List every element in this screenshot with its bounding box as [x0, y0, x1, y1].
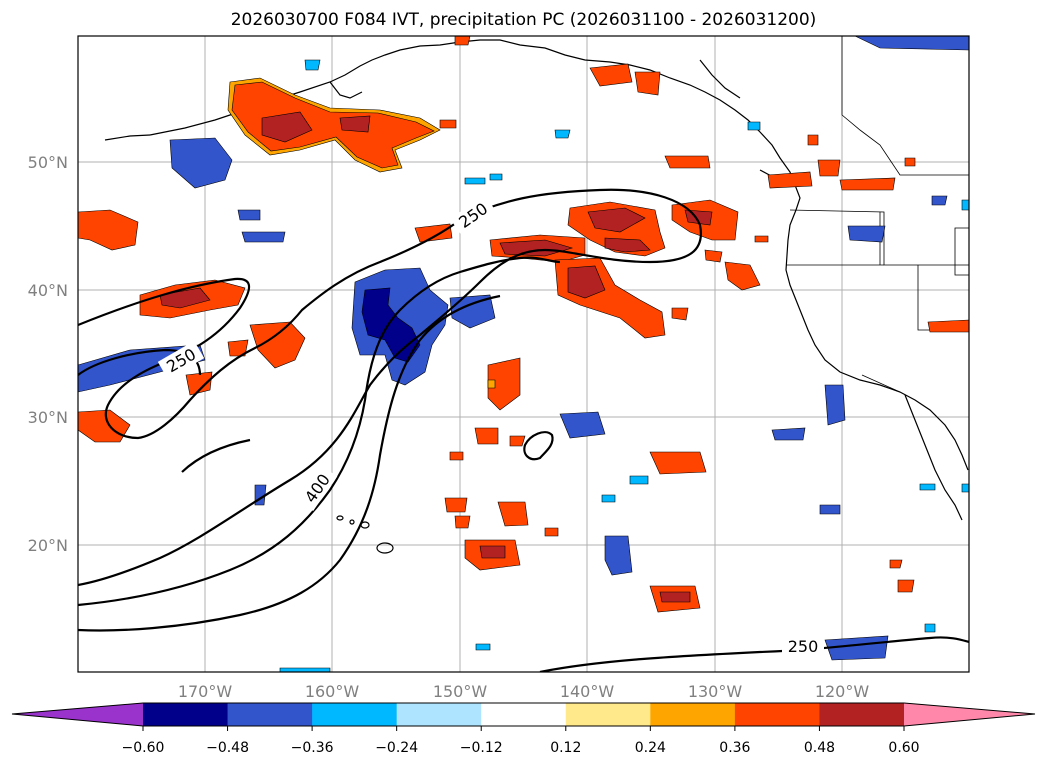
map-content: 250 250 400 250	[78, 36, 969, 672]
colorbar-segment	[819, 703, 905, 726]
colorbar-tick-label: 0.60	[888, 740, 919, 756]
coastlines	[104, 39, 969, 554]
colorbar-tick-label: 0.48	[804, 740, 835, 756]
colorbar-tick-label: −0.60	[122, 740, 165, 756]
colorbar-extend-high	[904, 703, 1035, 726]
map-title: 2026030700 F084 IVT, precipitation PC (2…	[230, 10, 817, 30]
colorbar: −0.60 −0.48 −0.36 −0.24 −0.12 0.12 0.24 0.36 0.4…	[11, 702, 1036, 756]
ivt-contours	[78, 188, 969, 672]
colorbar-tick-label: −0.12	[460, 740, 503, 756]
gridlines	[78, 36, 969, 672]
colorbar-segment	[143, 703, 229, 726]
colorbar-segment	[396, 703, 482, 726]
lat-labels: 50°N 40°N 30°N 20°N	[28, 153, 68, 555]
colorbar-tick-label: 0.36	[719, 740, 750, 756]
precip-positive	[78, 36, 969, 613]
lon-label-130w: 130°W	[688, 682, 743, 701]
colorbar-segment	[565, 703, 651, 726]
colorbar-tick-label: −0.36	[291, 740, 334, 756]
map-frame-border	[77, 35, 970, 673]
lat-label-20n: 20°N	[28, 536, 68, 555]
lon-labels: 170°W 160°W 150°W 140°W 130°W 120°W	[178, 682, 870, 701]
colorbar-segment	[312, 703, 398, 726]
colorbar-extend-low	[12, 703, 143, 726]
contour-label-250-c: 250	[788, 637, 819, 656]
lat-label-50n: 50°N	[28, 153, 68, 172]
colorbar-segment	[734, 703, 820, 726]
lon-label-150w: 150°W	[433, 682, 488, 701]
colorbar-segment	[227, 703, 313, 726]
lon-label-160w: 160°W	[305, 682, 360, 701]
colorbar-tick-label: 0.12	[550, 740, 581, 756]
colorbar-tick-label: −0.48	[206, 740, 249, 756]
colorbar-tick-label: 0.24	[635, 740, 666, 756]
lon-label-120w: 120°W	[815, 682, 870, 701]
lat-label-30n: 30°N	[28, 408, 68, 427]
lat-label-40n: 40°N	[28, 281, 68, 300]
colorbar-tick-label: −0.24	[375, 740, 418, 756]
lon-label-140w: 140°W	[560, 682, 615, 701]
colorbar-segment	[481, 703, 567, 726]
lon-label-170w: 170°W	[178, 682, 233, 701]
colorbar-segment	[650, 703, 736, 726]
